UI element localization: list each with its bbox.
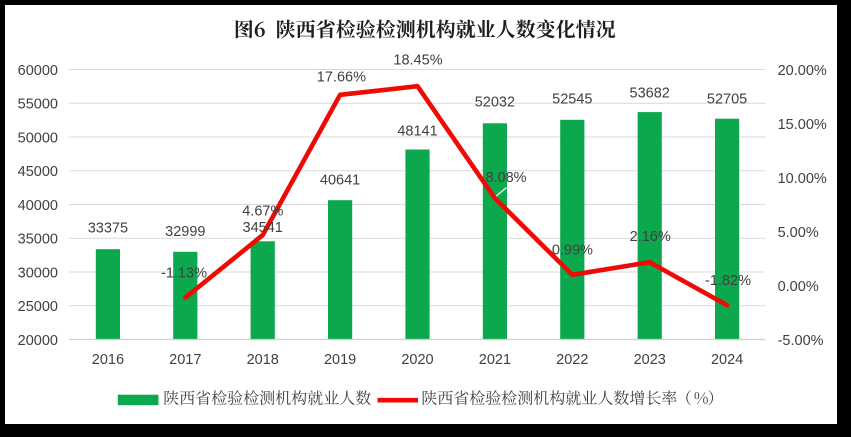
svg-text:20000: 20000 <box>18 333 58 349</box>
svg-text:60000: 60000 <box>18 63 58 79</box>
svg-text:2.16%: 2.16% <box>630 229 671 245</box>
svg-text:25000: 25000 <box>18 299 58 315</box>
svg-text:2020: 2020 <box>401 352 433 368</box>
svg-text:45000: 45000 <box>18 164 58 180</box>
svg-text:30000: 30000 <box>18 265 58 281</box>
svg-text:35000: 35000 <box>18 232 58 248</box>
svg-text:0.99%: 0.99% <box>552 243 593 259</box>
svg-text:2023: 2023 <box>634 352 666 368</box>
svg-text:2021: 2021 <box>479 352 511 368</box>
svg-text:32999: 32999 <box>165 224 205 240</box>
svg-text:8.08%: 8.08% <box>485 170 526 186</box>
svg-text:18.45%: 18.45% <box>393 52 442 68</box>
svg-text:2024: 2024 <box>711 352 743 368</box>
svg-text:2016: 2016 <box>92 352 124 368</box>
svg-text:33375: 33375 <box>88 221 128 237</box>
svg-text:2017: 2017 <box>169 352 201 368</box>
svg-text:55000: 55000 <box>18 97 58 113</box>
svg-text:20.00%: 20.00% <box>778 63 827 79</box>
svg-text:0.00%: 0.00% <box>778 279 819 295</box>
svg-text:10.00%: 10.00% <box>778 171 827 187</box>
svg-text:52545: 52545 <box>552 92 592 108</box>
svg-text:40641: 40641 <box>320 172 360 188</box>
svg-text:-1.82%: -1.82% <box>705 273 751 289</box>
svg-text:15.00%: 15.00% <box>778 117 827 133</box>
svg-text:50000: 50000 <box>18 130 58 146</box>
svg-text:34541: 34541 <box>243 220 283 236</box>
svg-text:40000: 40000 <box>18 198 58 214</box>
svg-text:5.00%: 5.00% <box>778 225 819 241</box>
svg-text:2019: 2019 <box>324 352 356 368</box>
svg-text:17.66%: 17.66% <box>317 69 366 85</box>
svg-text:52032: 52032 <box>475 94 515 110</box>
svg-text:2018: 2018 <box>247 352 279 368</box>
svg-text:53682: 53682 <box>630 85 670 101</box>
svg-text:52705: 52705 <box>707 92 747 108</box>
svg-text:-5.00%: -5.00% <box>778 333 824 349</box>
svg-text:-1.13%: -1.13% <box>161 266 207 282</box>
svg-text:2022: 2022 <box>556 352 588 368</box>
svg-text:4.67%: 4.67% <box>242 204 283 220</box>
svg-text:48141: 48141 <box>397 123 437 139</box>
